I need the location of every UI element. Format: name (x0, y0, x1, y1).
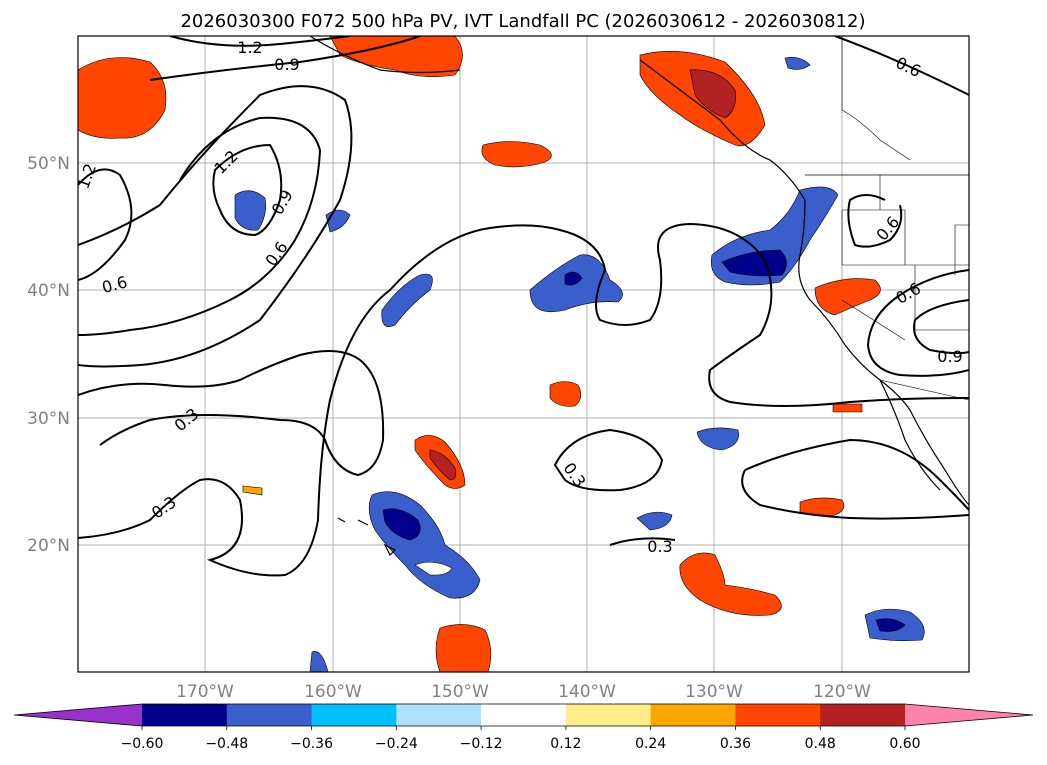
colorbar-segment (820, 704, 906, 726)
lon-label-160w: 160°W (304, 682, 362, 702)
pv-blob-neg-13n-160w (309, 651, 329, 672)
contour-0.6-ring (78, 85, 353, 368)
pv-blob-neg-28n-130w (696, 427, 739, 451)
colorbar-tick-label: 0.24 (635, 736, 666, 752)
contour-label: 0.9 (937, 347, 962, 366)
coastlines (309, 36, 969, 557)
pv-blob-neg-22n-135w (636, 511, 673, 531)
pv-blob-neg-38n-154w (381, 273, 433, 327)
colorbar-tick-label: 0.60 (889, 736, 920, 752)
pv-blob-neg-22n-155w-core (382, 508, 421, 541)
pv-blob-pos-bc-core (689, 69, 736, 119)
colorbar-tick-label: −0.36 (290, 736, 333, 752)
colorbar-segment (311, 704, 397, 726)
pv-blob-pos-gulf-alaska (329, 36, 463, 77)
colorbar-extend-low (14, 704, 142, 726)
colorbar-extend-high (905, 704, 1033, 726)
colorbar: −0.60 −0.48 −0.36 −0.24 −0.12 0.12 0.24 0.36 0.4… (13, 703, 1034, 752)
pv-blob-neg-40n-142w-core (564, 271, 583, 286)
lat-labels: 50°N 40°N 30°N 20°N (27, 154, 70, 556)
contour-0.3-west (78, 350, 385, 477)
colorbar-segment (396, 704, 482, 726)
map-area (78, 36, 969, 672)
coastline-us-west (798, 199, 969, 506)
pv-blob-neg-58n-126w (784, 57, 811, 70)
pv-blob-pos-27n-151w-core (429, 449, 457, 481)
contour-0.3-sw (78, 222, 969, 577)
lon-label-120w: 120°W (813, 682, 871, 702)
colorbar-segment (142, 704, 228, 726)
lat-label-50n: 50°N (27, 154, 70, 174)
pv-blob-pos-29n-120w (832, 403, 863, 413)
contour-0.9-ring (78, 116, 322, 336)
coastline-alaska (309, 36, 461, 74)
lon-labels: 170°W 160°W 150°W 140°W 130°W 120°W (176, 682, 871, 702)
lat-label-30n: 30°N (27, 409, 70, 429)
colorbar-tick-label: −0.60 (121, 736, 164, 752)
contour-0.6-east (866, 269, 969, 377)
lat-label-40n: 40°N (27, 281, 70, 301)
contour-0.3-east (741, 438, 969, 520)
pv-blob-neg-18n-151w-hole (414, 561, 453, 576)
colorbar-tick-label: 0.36 (720, 736, 751, 752)
colorbar-tick-label: 0.48 (805, 736, 836, 752)
contour-0.9-top (149, 36, 421, 81)
colorbar-tick-label: −0.48 (205, 736, 248, 752)
pv-blob-pos-18n-130w (679, 552, 782, 616)
lat-label-20n: 20°N (27, 536, 70, 556)
colorbar-segment (226, 704, 313, 726)
colorbar-tick-label: −0.12 (460, 736, 503, 752)
lon-label-140w: 140°W (558, 682, 616, 702)
contour-1.2-top (169, 36, 351, 47)
pv-blob-pos-24n-166w (242, 485, 263, 496)
pv-blob-pos-14n-150w (435, 624, 492, 672)
colorbar-segment (481, 704, 567, 726)
contour-0.3-mid (553, 428, 664, 492)
contour-label: 1.2 (237, 38, 262, 57)
pv-blob-neg-47n-166w (234, 190, 266, 231)
pv-blob-pos-32n-142w (549, 381, 582, 407)
lon-label-170w: 170°W (176, 682, 234, 702)
pv-blob-neg-14n-116w-core (875, 618, 906, 632)
contour-label: 0.3 (647, 537, 672, 556)
contour-0.6-top (834, 36, 969, 96)
colorbar-tick-label: 0.12 (550, 736, 581, 752)
contour-0.6-east-ring (847, 194, 903, 248)
pv-blob-neg-42n-126w-core (721, 249, 787, 277)
contour-0.9-east (913, 299, 969, 355)
hawaii-islands (337, 517, 397, 557)
contour-label: 0.9 (274, 55, 299, 74)
positive-pv-areas (78, 36, 881, 672)
coastline-baja (879, 379, 941, 491)
coastline-bc-alaska-panhandle (639, 59, 806, 201)
pv-blob-pos-nw (78, 57, 167, 139)
contour-0.3-small (609, 537, 676, 546)
colorbar-tick-label: −0.24 (375, 736, 418, 752)
map-border (77, 35, 970, 673)
negative-pv-areas (234, 57, 925, 672)
pv-blob-pos-50n-150w (481, 141, 552, 168)
map-title: 2026030300 F072 500 hPa PV, IVT Landfall… (180, 11, 865, 32)
colorbar-segment (650, 704, 736, 726)
contour-1.2-ring (78, 168, 133, 281)
colorbar-segment (565, 704, 652, 726)
contour-lines (78, 36, 969, 577)
colorbar-segment (735, 704, 821, 726)
graticule (78, 36, 969, 672)
lon-label-150w: 150°W (431, 682, 489, 702)
contour-1.2-inner-ring (212, 143, 283, 237)
lon-label-130w: 130°W (685, 682, 743, 702)
pv-blob-pos-38n-121w (814, 278, 881, 316)
